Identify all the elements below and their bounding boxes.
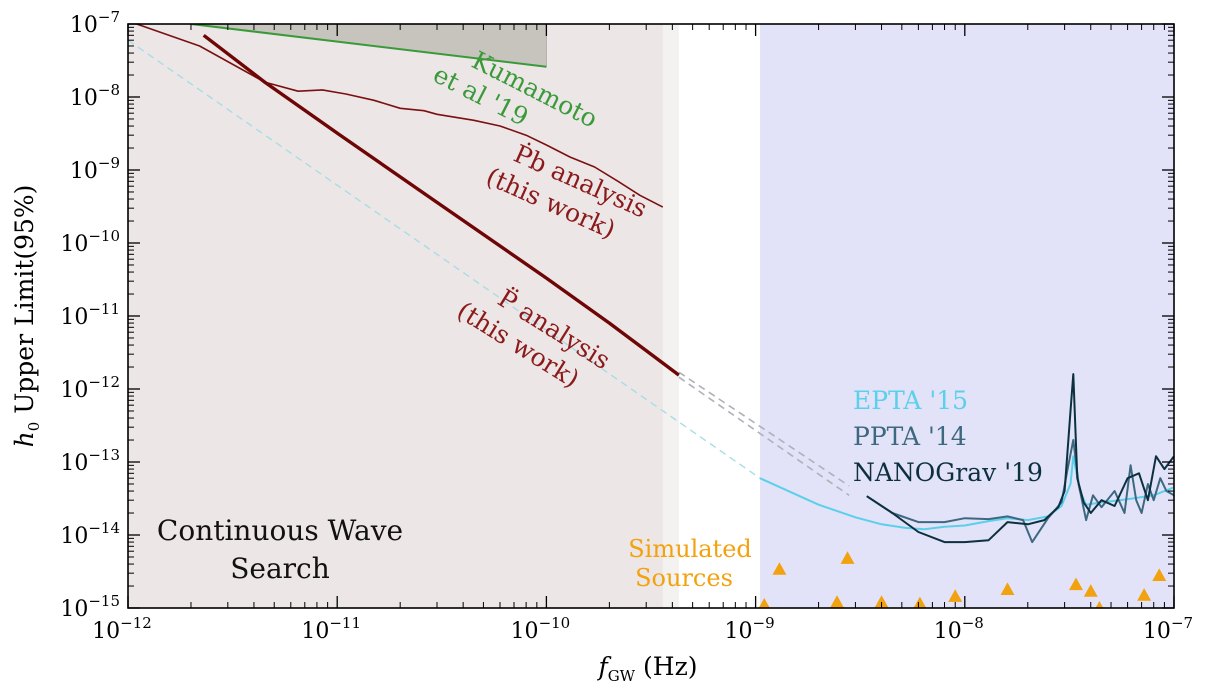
series--b-analysis-this-work- bbox=[136, 24, 664, 208]
y-tick-label: 10−15 bbox=[60, 592, 120, 622]
x-tick-label: 10−7 bbox=[1143, 614, 1193, 644]
y-tick-label: 10−13 bbox=[60, 446, 120, 476]
shaded-region-2 bbox=[760, 24, 1174, 608]
series--b-extrapolation bbox=[678, 371, 850, 487]
simulated-source-point bbox=[830, 595, 845, 608]
y-tick-label: 10−8 bbox=[70, 81, 120, 111]
simulated-source-point bbox=[1000, 582, 1015, 595]
shaded-regions bbox=[128, 24, 1174, 608]
y-tick-label: 10−9 bbox=[70, 154, 120, 184]
x-tick-label: 10−9 bbox=[725, 614, 775, 644]
series-epta-extrapolation bbox=[128, 39, 761, 479]
x-tick-label: 10−12 bbox=[92, 614, 152, 644]
simulated-label-line2: Sources bbox=[635, 564, 733, 592]
simulated-source-point bbox=[1152, 568, 1167, 581]
simulated-source-point bbox=[1083, 584, 1098, 597]
y-axis-label: h0 Upper Limit(95%) bbox=[10, 185, 43, 448]
nanograv-label: NANOGrav '19 bbox=[853, 458, 1043, 487]
y-tick-label: 10−10 bbox=[60, 227, 120, 257]
series-epta-15 bbox=[759, 455, 1174, 531]
series-kumamoto-et-al-19 bbox=[190, 24, 547, 68]
shaded-region-0 bbox=[128, 24, 663, 608]
series-nanograv-19 bbox=[866, 373, 1174, 544]
x-axis-label: fGW (Hz) bbox=[596, 652, 697, 685]
series-p-analysis-this-work- bbox=[202, 33, 680, 377]
x-tick-label: 10−10 bbox=[511, 614, 571, 644]
simulated-source-markers bbox=[758, 551, 1167, 608]
axis-ticks: 10−12 10−11 10−10 10−9 10−8 10−7 10−15 10−14 10−… bbox=[60, 8, 1193, 644]
y-tick-label: 10−14 bbox=[60, 519, 120, 549]
cw-label-line1: Continuous Wave bbox=[157, 514, 403, 547]
simulated-source-point bbox=[758, 597, 770, 608]
x-tick-label: 10−11 bbox=[301, 614, 361, 644]
simulated-source-point bbox=[948, 589, 963, 602]
y-tick-label: 10−7 bbox=[70, 8, 120, 38]
simulated-source-point bbox=[840, 551, 855, 564]
x-tick-label: 10−8 bbox=[934, 614, 984, 644]
simulated-source-point bbox=[913, 596, 927, 608]
series-p-extrapolation bbox=[678, 376, 850, 496]
simulated-source-point bbox=[874, 595, 889, 608]
simulated-source-point bbox=[1137, 588, 1152, 601]
series-lines bbox=[128, 24, 1174, 544]
simulated-source-point bbox=[1095, 601, 1104, 608]
simulated-label-line1: Simulated bbox=[628, 535, 752, 563]
ppta-label: PPTA '14 bbox=[853, 422, 967, 451]
shaded-region-1 bbox=[662, 24, 679, 608]
cw-label-line2: Search bbox=[230, 552, 330, 585]
simulated-source-point bbox=[1068, 577, 1083, 591]
y-tick-label: 10−11 bbox=[60, 300, 120, 330]
y-tick-label: 10−12 bbox=[60, 373, 120, 403]
simulated-source-point bbox=[772, 562, 787, 575]
epta-label: EPTA '15 bbox=[853, 386, 968, 415]
